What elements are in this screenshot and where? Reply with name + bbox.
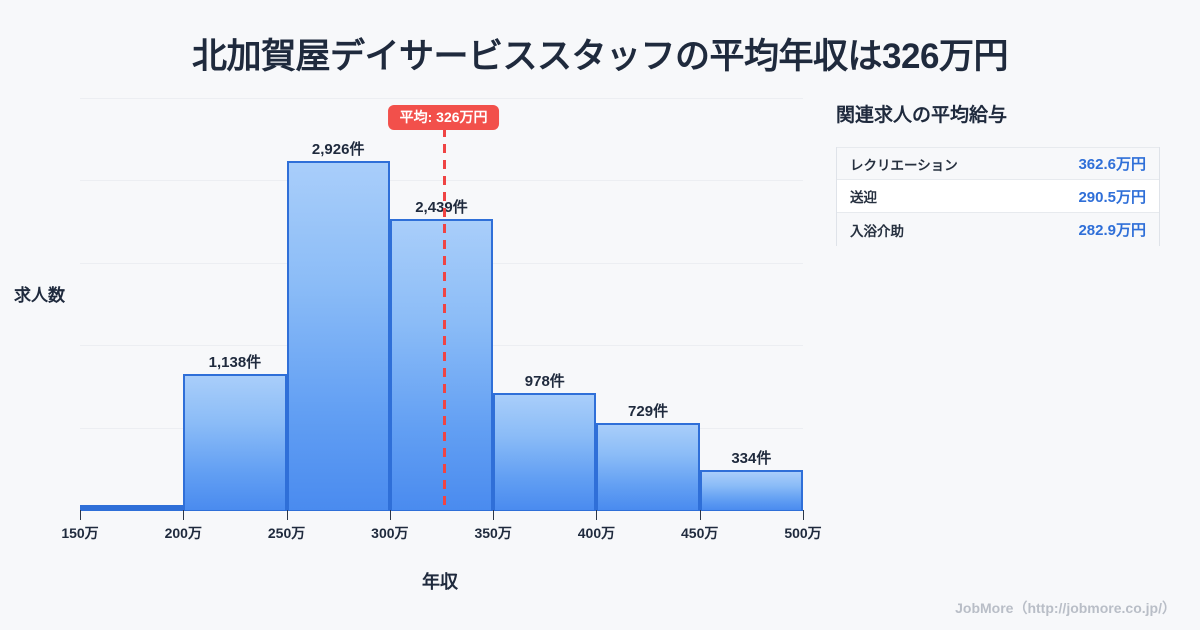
- x-axis-title: 年収: [422, 572, 458, 592]
- gridline: [80, 98, 803, 99]
- related-salary-row-label: 送迎: [850, 190, 877, 205]
- chart-container: 1,138件 2,926件 2,439件 978件 729件 334件 150万 200万 25…: [14, 98, 822, 592]
- page-title: 北加賀屋デイサービススタッフの平均年収は326万円: [192, 37, 1008, 76]
- average-badge: 平均: 326万円: [387, 105, 500, 130]
- related-salary-row: 送迎 290.5万円: [837, 180, 1159, 213]
- bar: [389, 218, 494, 510]
- x-axis-baseline: [80, 509, 803, 511]
- x-axis-tick-label: 400万: [577, 525, 616, 541]
- gridline: [80, 180, 803, 182]
- related-salary-table: レクリエーション 362.6万円送迎 290.5万円入浴介助 282.9万円: [836, 147, 1160, 246]
- x-axis-tick-label: 150万: [61, 525, 99, 541]
- related-salary-row-label: レクリエーション: [850, 157, 958, 173]
- related-salary-row-value: 362.6万円: [1078, 156, 1146, 173]
- bar-value-label: 2,926件: [311, 140, 365, 158]
- related-salary-row-value: 282.9万円: [1078, 222, 1146, 239]
- related-salary-row: 入浴介助 282.9万円: [837, 213, 1159, 246]
- bar: [699, 470, 803, 510]
- bar: [286, 160, 390, 510]
- x-axis-tick: [803, 510, 804, 520]
- related-salary-panel: 関連求人の平均給与 レクリエーション 362.6万円送迎 290.5万円入浴介助 28…: [836, 100, 1166, 246]
- average-line: [442, 128, 446, 510]
- bar-value-label: 1,138件: [208, 354, 262, 372]
- x-axis-tick-label: 450万: [681, 525, 719, 541]
- x-axis-tick: [493, 510, 495, 520]
- footer-credit: JobMore（http://jobmore.co.jp/）: [955, 600, 1176, 616]
- bar-value-label: 729件: [628, 402, 669, 420]
- x-axis-tick: [699, 510, 701, 520]
- bar: [183, 374, 287, 510]
- x-axis-tick-label: 350万: [474, 525, 512, 541]
- x-axis-tick: [80, 510, 81, 520]
- y-axis-title: 求人数: [14, 286, 65, 305]
- x-axis-tick: [286, 510, 288, 520]
- x-axis-tick-label: 200万: [164, 525, 202, 541]
- x-axis-tick: [596, 510, 598, 520]
- bar-value-label: 334件: [731, 450, 772, 468]
- bar-value-label: 2,439件: [415, 198, 468, 216]
- bar-value-label: 978件: [524, 373, 565, 391]
- x-axis-tick: [183, 510, 185, 520]
- x-axis-tick-label: 250万: [267, 525, 306, 541]
- related-salary-title: 関連求人の平均給与: [836, 105, 1008, 126]
- bar: [80, 505, 184, 510]
- x-axis-tick: [389, 510, 391, 520]
- x-axis-tick-label: 500万: [784, 525, 822, 541]
- bar: [596, 422, 700, 510]
- related-salary-row-value: 290.5万円: [1078, 188, 1146, 206]
- bar: [493, 393, 597, 510]
- x-axis-tick-label: 300万: [371, 525, 409, 541]
- related-salary-row: レクリエーション 362.6万円: [837, 147, 1159, 180]
- related-salary-row-label: 入浴介助: [850, 223, 904, 239]
